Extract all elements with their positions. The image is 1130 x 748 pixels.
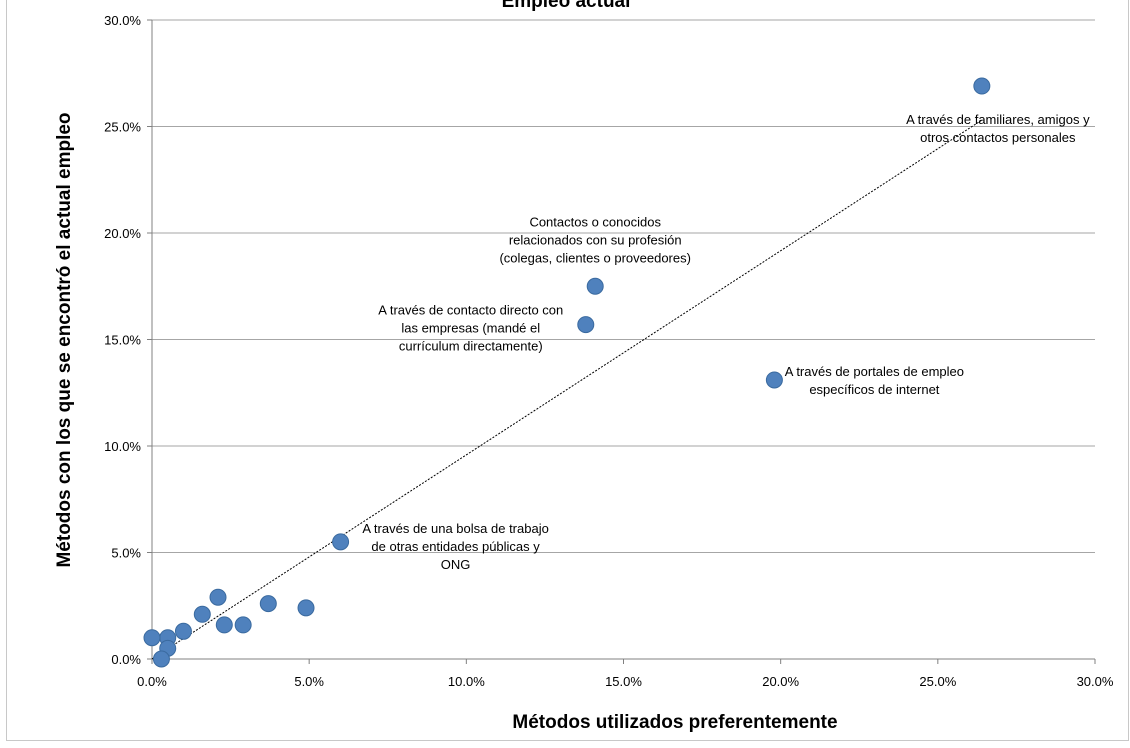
point-annotation-line: específicos de internet [809, 382, 939, 397]
data-point [209, 588, 227, 606]
y-tick-label: 20.0% [104, 226, 141, 241]
point-annotation-line: (colegas, clientes o proveedores) [499, 250, 691, 265]
tick-labels: 0.0% 5.0% 10.0% 15.0% 20.0% 25.0% 30.0% 0.0% 5.0… [104, 13, 1114, 689]
point-annotation-line: currículum directamente) [399, 339, 543, 354]
chart-title: Empleo actual [502, 0, 631, 12]
trendline-group [151, 119, 983, 660]
chart-frame [6, 0, 1129, 741]
point-annotations: A través de familiares, amigos y otros co… [362, 112, 1090, 572]
point-annotation-line: otros contactos personales [920, 130, 1076, 145]
data-point [215, 616, 233, 634]
point-annotation-line: A través de contacto directo con [378, 303, 563, 318]
data-point [174, 622, 192, 640]
data-points [143, 77, 991, 668]
point-annotation-line: Contactos o conocidos [529, 214, 661, 229]
data-point [234, 616, 252, 634]
y-axis-title: Métodos con los que se encontró el actua… [54, 112, 75, 567]
data-point [586, 277, 604, 295]
x-tick-label: 0.0% [137, 674, 167, 689]
data-point [259, 595, 277, 613]
x-tick-label: 10.0% [448, 674, 485, 689]
point-annotation-line: A través de portales de empleo [785, 364, 964, 379]
data-point [297, 599, 315, 617]
data-point [152, 650, 170, 668]
data-point [143, 629, 161, 647]
x-tick-label: 15.0% [605, 674, 642, 689]
point-annotation-line: relacionados con su profesión [509, 232, 682, 247]
trendline [151, 119, 983, 660]
point-annotation-line: A través de una bolsa de trabajo [362, 521, 548, 536]
axes [147, 19, 1096, 664]
x-axis-title: Métodos utilizados preferentemente [512, 712, 837, 733]
point-annotation-line: A través de familiares, amigos y [906, 112, 1090, 127]
data-point [332, 533, 350, 551]
y-tick-label: 15.0% [104, 333, 141, 348]
data-point [765, 371, 783, 389]
y-tick-label: 0.0% [111, 652, 141, 667]
data-point [193, 605, 211, 623]
x-tick-label: 25.0% [919, 674, 956, 689]
point-annotation-line: de otras entidades públicas y [371, 539, 540, 554]
x-tick-label: 5.0% [294, 674, 324, 689]
x-tick-label: 30.0% [1077, 674, 1114, 689]
data-point [577, 316, 595, 334]
y-tick-label: 30.0% [104, 13, 141, 28]
data-point [973, 77, 991, 95]
point-annotation-line: las empresas (mandé el [401, 321, 540, 336]
point-annotation-line: ONG [441, 557, 471, 572]
y-tick-label: 10.0% [104, 439, 141, 454]
gridlines [152, 19, 1095, 553]
x-tick-label: 20.0% [762, 674, 799, 689]
y-tick-label: 5.0% [111, 546, 141, 561]
y-tick-label: 25.0% [104, 120, 141, 135]
